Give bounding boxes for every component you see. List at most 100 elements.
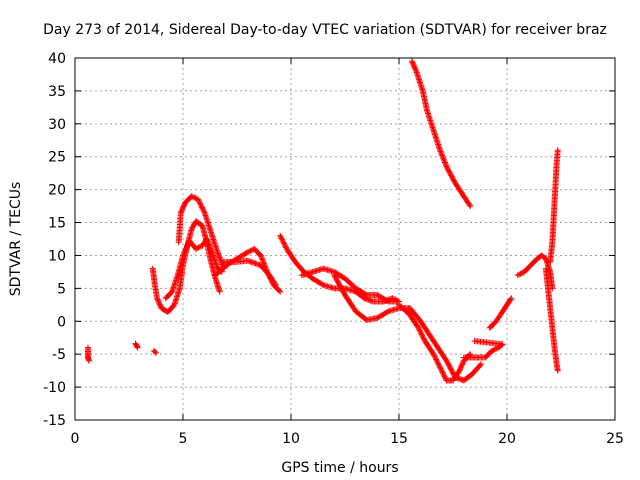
data-point: [442, 374, 449, 381]
data-point: [477, 362, 484, 369]
data-point: [421, 336, 428, 343]
data-point: [277, 288, 284, 295]
data-point: [209, 251, 216, 258]
data-point: [492, 345, 499, 352]
x-tick-labels: 0 5 10 15 20 25: [71, 431, 624, 447]
data-point: [199, 205, 206, 212]
x-tick-label: 10: [282, 431, 300, 447]
data-point: [197, 200, 204, 207]
data-point: [259, 256, 266, 263]
data-point: [445, 361, 452, 368]
data-point: [441, 158, 448, 165]
data-point: [208, 246, 215, 253]
data-point: [205, 240, 212, 247]
series-seg-e: [218, 257, 279, 289]
plot-frame: [74, 57, 616, 421]
data-point: [445, 167, 452, 174]
data-point: [134, 343, 141, 350]
data-point: [467, 203, 474, 210]
series-seg-l: [408, 58, 474, 210]
data-point: [196, 243, 203, 250]
data-point: [319, 281, 326, 288]
data-point: [431, 352, 438, 359]
data-point: [208, 248, 215, 255]
data-point: [439, 369, 446, 376]
data-point: [508, 295, 515, 302]
data-point: [447, 171, 454, 178]
chart-title: Day 273 of 2014, Sidereal Day-to-day VTE…: [43, 22, 607, 38]
data-point: [442, 162, 449, 169]
data-point: [217, 256, 224, 263]
data-point: [443, 163, 450, 170]
data-point: [412, 66, 419, 73]
data-point: [216, 253, 223, 260]
data-point: [194, 245, 201, 252]
data-point: [207, 245, 214, 252]
x-tick-label: 0: [71, 431, 80, 447]
data-point: [362, 291, 369, 298]
data-point: [280, 239, 287, 246]
data-point: [134, 344, 141, 351]
data-point: [439, 154, 446, 161]
data-point: [431, 353, 438, 360]
data-point: [258, 253, 265, 260]
data-point: [471, 338, 478, 345]
data-point: [204, 237, 211, 244]
data-point: [446, 168, 453, 175]
data-point: [279, 237, 286, 244]
data-point: [180, 251, 187, 258]
y-tick-label: 10: [48, 248, 66, 264]
data-point: [204, 238, 211, 245]
data-point: [450, 176, 457, 183]
data-point: [182, 245, 189, 252]
data-point: [490, 347, 497, 354]
data-point: [437, 365, 444, 372]
data-point: [205, 241, 212, 248]
data-point: [437, 148, 444, 155]
data-point: [430, 351, 437, 358]
series-seg-early-2: [132, 340, 141, 351]
data-point: [418, 330, 425, 337]
data-point: [184, 241, 191, 248]
data-point: [259, 257, 266, 264]
data-point: [192, 245, 199, 252]
data-point: [466, 201, 473, 208]
data-point: [416, 327, 423, 334]
y-tick-label: 25: [48, 150, 66, 166]
series-seg-g: [298, 265, 402, 305]
data-point: [182, 247, 189, 254]
data-point: [246, 248, 253, 255]
data-point: [478, 361, 485, 368]
y-tick-label: -5: [52, 347, 66, 363]
data-point: [433, 356, 440, 363]
y-tick-label: 5: [57, 281, 66, 297]
series-seg-o: [547, 147, 561, 266]
data-point: [151, 348, 158, 355]
data-point: [488, 347, 495, 354]
series-seg-early-1: [84, 344, 93, 364]
data-point: [206, 242, 213, 249]
data-point: [444, 166, 451, 173]
y-axis-label: SDTVAR / TECUs: [8, 182, 24, 297]
data-point: [448, 173, 455, 180]
series-seg-d: [212, 245, 284, 295]
data-point: [554, 367, 561, 374]
data-point: [247, 247, 254, 254]
y-tick-label: -10: [43, 380, 66, 396]
data-point: [437, 364, 444, 371]
data-point: [446, 169, 453, 176]
data-point: [279, 236, 286, 243]
data-point: [418, 331, 425, 338]
data-point: [518, 270, 525, 277]
data-point: [434, 359, 441, 366]
data-points: [84, 58, 561, 384]
data-point: [192, 195, 199, 202]
data-point: [446, 364, 453, 371]
data-point: [272, 282, 279, 289]
data-point: [435, 360, 442, 367]
data-point: [514, 272, 521, 279]
data-point: [436, 363, 443, 370]
data-point: [207, 244, 213, 251]
series-seg-n: [542, 265, 561, 374]
data-point: [189, 193, 196, 200]
